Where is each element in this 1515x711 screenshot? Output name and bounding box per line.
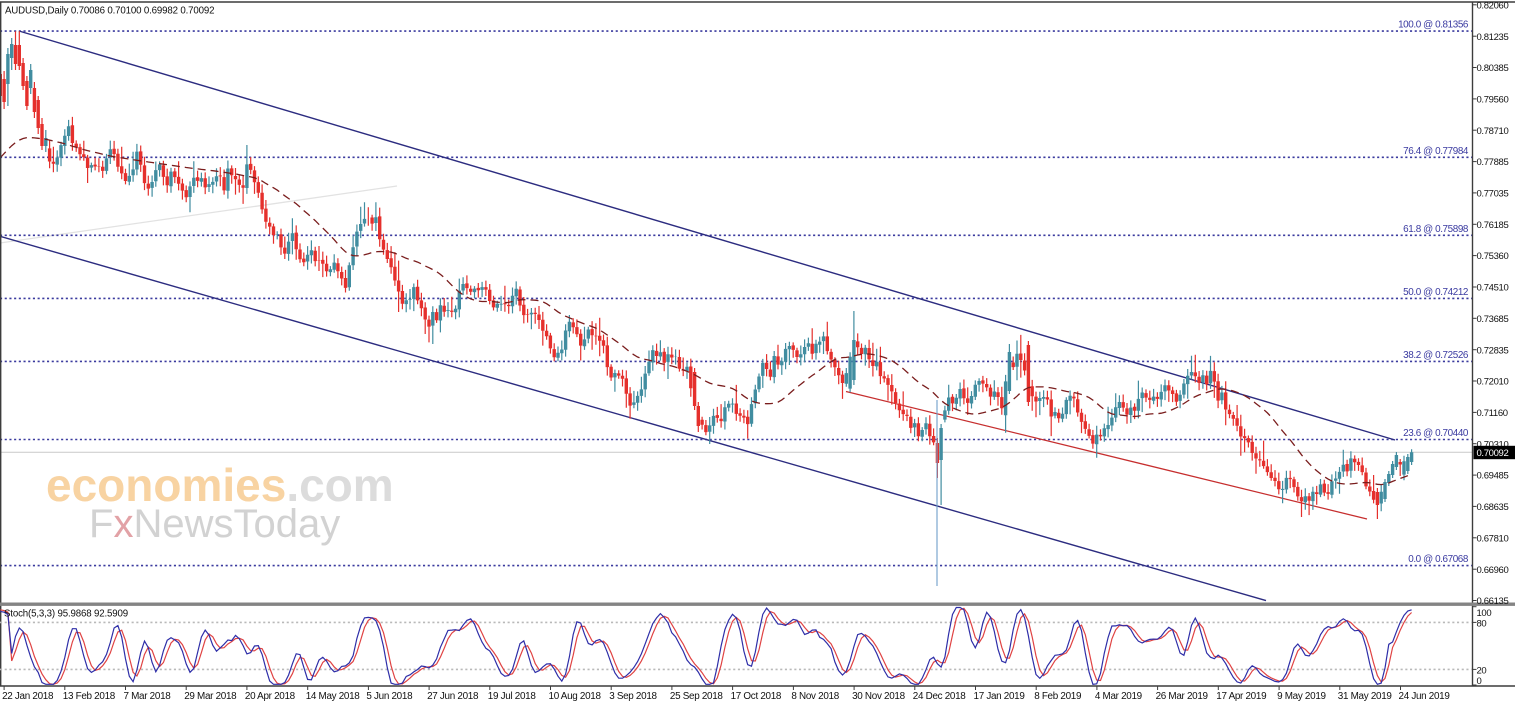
svg-text:0.77035: 0.77035: [1477, 189, 1509, 200]
svg-text:0.66960: 0.66960: [1477, 565, 1509, 576]
svg-text:0.73685: 0.73685: [1477, 314, 1509, 325]
svg-text:50.0 @ 0.74212: 50.0 @ 0.74212: [1403, 287, 1468, 298]
svg-text:27 Jun 2018: 27 Jun 2018: [427, 691, 479, 702]
svg-text:17 Apr 2019: 17 Apr 2019: [1216, 691, 1267, 702]
svg-text:10 Aug 2018: 10 Aug 2018: [549, 691, 602, 702]
svg-text:38.2 @ 0.72526: 38.2 @ 0.72526: [1403, 350, 1469, 361]
svg-text:0.75360: 0.75360: [1477, 251, 1509, 262]
svg-text:0.72010: 0.72010: [1477, 377, 1509, 388]
svg-text:0.74510: 0.74510: [1477, 283, 1509, 294]
svg-text:Stoch(5,3,3) 95.9868 92.5909: Stoch(5,3,3) 95.9868 92.5909: [4, 609, 128, 620]
svg-text:23.6 @ 0.70440: 23.6 @ 0.70440: [1403, 428, 1469, 439]
svg-text:0.68635: 0.68635: [1477, 502, 1509, 513]
svg-text:25 Sep 2018: 25 Sep 2018: [670, 691, 724, 702]
svg-text:17 Jan 2019: 17 Jan 2019: [974, 691, 1026, 702]
svg-text:22 Jan 2018: 22 Jan 2018: [2, 691, 54, 702]
svg-text:76.4 @ 0.77984: 76.4 @ 0.77984: [1403, 146, 1469, 157]
svg-text:7 Mar 2018: 7 Mar 2018: [124, 691, 172, 702]
svg-text:0.78710: 0.78710: [1477, 126, 1509, 137]
svg-text:0.76185: 0.76185: [1477, 220, 1509, 231]
svg-text:0.0 @ 0.67068: 0.0 @ 0.67068: [1408, 554, 1469, 565]
svg-text:100.0 @ 0.81356: 100.0 @ 0.81356: [1398, 20, 1469, 31]
svg-text:31 May 2019: 31 May 2019: [1338, 691, 1393, 702]
svg-text:100: 100: [1477, 608, 1492, 619]
svg-text:13 Feb 2018: 13 Feb 2018: [63, 691, 116, 702]
svg-text:0.82060: 0.82060: [1477, 0, 1509, 11]
svg-text:9 May 2019: 9 May 2019: [1277, 691, 1326, 702]
svg-text:3 Sep 2018: 3 Sep 2018: [609, 691, 657, 702]
svg-text:80: 80: [1477, 619, 1487, 630]
svg-text:0.80385: 0.80385: [1477, 63, 1509, 74]
svg-text:8 Nov 2018: 8 Nov 2018: [791, 691, 839, 702]
svg-text:29 Mar 2018: 29 Mar 2018: [184, 691, 237, 702]
svg-text:0.72835: 0.72835: [1477, 345, 1509, 356]
svg-text:4 Mar 2019: 4 Mar 2019: [1095, 691, 1143, 702]
svg-text:26 Mar 2019: 26 Mar 2019: [1156, 691, 1209, 702]
svg-text:19 Jul 2018: 19 Jul 2018: [488, 691, 537, 702]
svg-text:24 Dec 2018: 24 Dec 2018: [913, 691, 967, 702]
svg-text:17 Oct 2018: 17 Oct 2018: [731, 691, 782, 702]
svg-text:0.67810: 0.67810: [1477, 533, 1509, 544]
svg-text:FxNewsToday: FxNewsToday: [89, 502, 340, 546]
svg-text:8 Feb 2019: 8 Feb 2019: [1034, 691, 1082, 702]
svg-text:0.77885: 0.77885: [1477, 157, 1509, 168]
svg-text:20 Apr 2018: 20 Apr 2018: [245, 691, 296, 702]
svg-text:14 May 2018: 14 May 2018: [306, 691, 361, 702]
svg-text:30 Nov 2018: 30 Nov 2018: [852, 691, 906, 702]
svg-text:0.79560: 0.79560: [1477, 95, 1509, 106]
svg-text:0.81235: 0.81235: [1477, 32, 1509, 43]
svg-text:0.66135: 0.66135: [1477, 596, 1509, 607]
svg-text:0.69485: 0.69485: [1477, 471, 1509, 482]
svg-text:24 Jun 2019: 24 Jun 2019: [1399, 691, 1451, 702]
svg-text:0: 0: [1477, 676, 1482, 687]
svg-text:0.71160: 0.71160: [1477, 408, 1508, 419]
svg-text:20: 20: [1477, 666, 1487, 677]
svg-text:5 Jun 2018: 5 Jun 2018: [366, 691, 413, 702]
svg-text:61.8 @ 0.75898: 61.8 @ 0.75898: [1403, 224, 1469, 235]
svg-text:0.70092: 0.70092: [1477, 448, 1509, 459]
svg-text:AUDUSD,Daily 0.70086 0.70100: AUDUSD,Daily 0.70086 0.70100 0.69982 0.7…: [5, 6, 214, 17]
